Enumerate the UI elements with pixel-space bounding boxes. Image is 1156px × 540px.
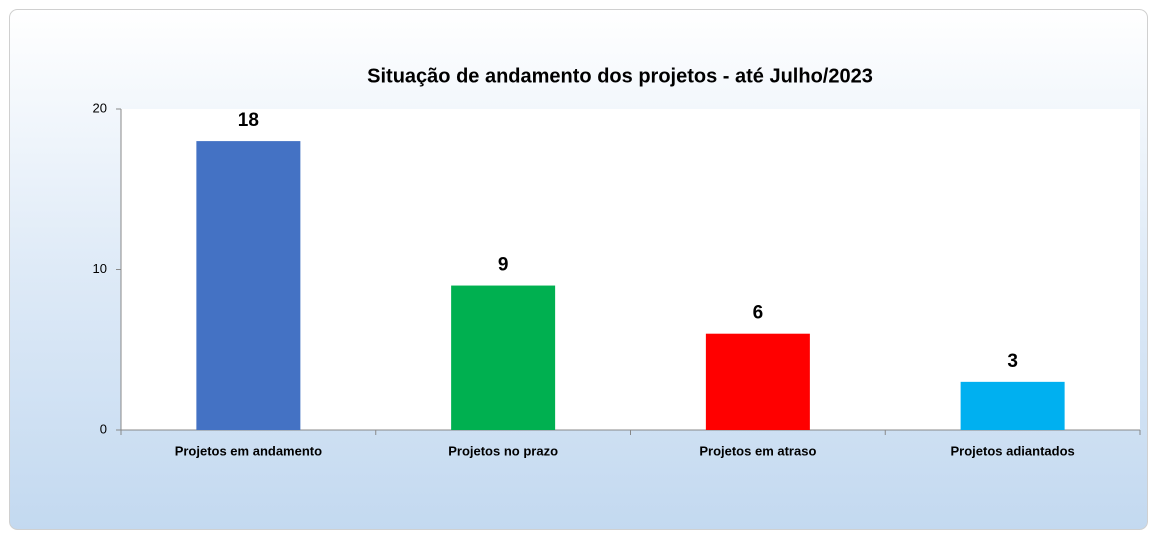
y-tick-label: 10: [93, 261, 107, 276]
data-label: 6: [753, 303, 764, 324]
bar: [705, 333, 810, 430]
bar: [196, 141, 301, 430]
x-tick-label: Projetos no prazo: [448, 443, 558, 458]
x-tick-label: Projetos em andamento: [175, 443, 322, 458]
data-label: 18: [238, 110, 259, 131]
x-tick-label: Projetos adiantados: [951, 443, 1075, 458]
y-tick-label: 0: [100, 421, 107, 436]
data-label: 9: [498, 255, 509, 276]
x-tick-label: Projetos em atraso: [699, 443, 816, 458]
bar: [960, 381, 1065, 430]
y-tick-label: 20: [93, 100, 107, 115]
chart-title: Situação de andamento dos projetos - até…: [367, 65, 873, 87]
bar: [451, 285, 556, 430]
data-label: 3: [1007, 351, 1018, 372]
